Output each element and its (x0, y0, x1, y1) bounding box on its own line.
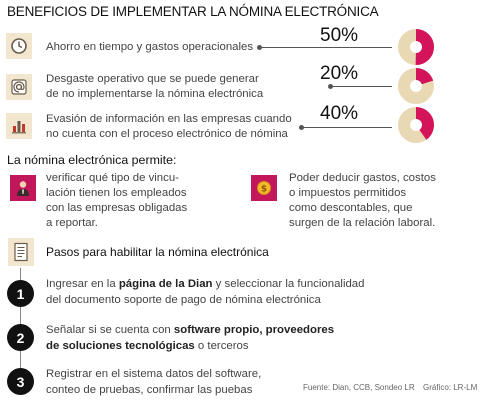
donut-chart (398, 107, 434, 143)
donut-slice (398, 107, 434, 143)
step-number: 2 (7, 324, 34, 351)
step-text: Registrar en el sistema datos del softwa… (46, 368, 262, 396)
leader-line (330, 86, 392, 87)
stat-percent: 20% (320, 63, 359, 84)
donut-slice (398, 68, 434, 104)
clock-icon (6, 33, 32, 59)
step-text: Ingresar en la página de la Dian y selec… (46, 278, 365, 306)
donut-chart (398, 29, 434, 65)
document-icon (8, 238, 34, 266)
stat-description: Evasión de información en las empresas c… (46, 113, 292, 140)
person-icon (10, 175, 36, 201)
step-number: 1 (7, 280, 34, 307)
stat-percent: 50% (320, 25, 359, 46)
source-note: Fuente: Dian, CCB, Sondeo LR (303, 383, 415, 392)
stat-description: Desgaste operativo que se puede generar … (46, 73, 264, 100)
svg-text:$: $ (261, 185, 267, 195)
donut-chart (398, 68, 434, 104)
permite-item: verificar qué tipo de vincu- lación tien… (46, 172, 188, 229)
bar-chart-icon (6, 113, 32, 139)
permite-heading: La nómina electrónica permite: (7, 153, 177, 167)
graphic-credit: Gráfico: LR-LM (423, 383, 478, 392)
step-text: Señalar si se cuenta con software propio… (46, 324, 335, 352)
permite-item: Poder deducir gastos, costos o impuestos… (289, 172, 436, 229)
leader-dot (299, 125, 304, 130)
chart-title: BENEFICIOS DE IMPLEMENTAR LA NÓMINA ELEC… (7, 4, 379, 19)
stat-description: Ahorro en tiempo y gastos operacionales (46, 41, 254, 53)
donut-slice (398, 29, 434, 65)
leader-dot (328, 84, 333, 89)
leader-dot (257, 45, 262, 50)
step-number: 3 (7, 368, 34, 395)
coin-icon: $ (251, 175, 277, 201)
leader-line (301, 127, 392, 128)
stat-percent: 40% (320, 103, 359, 124)
pasos-heading: Pasos para habilitar la nómina electróni… (46, 245, 269, 259)
leader-line (259, 47, 392, 48)
at-sign-icon (6, 74, 32, 100)
